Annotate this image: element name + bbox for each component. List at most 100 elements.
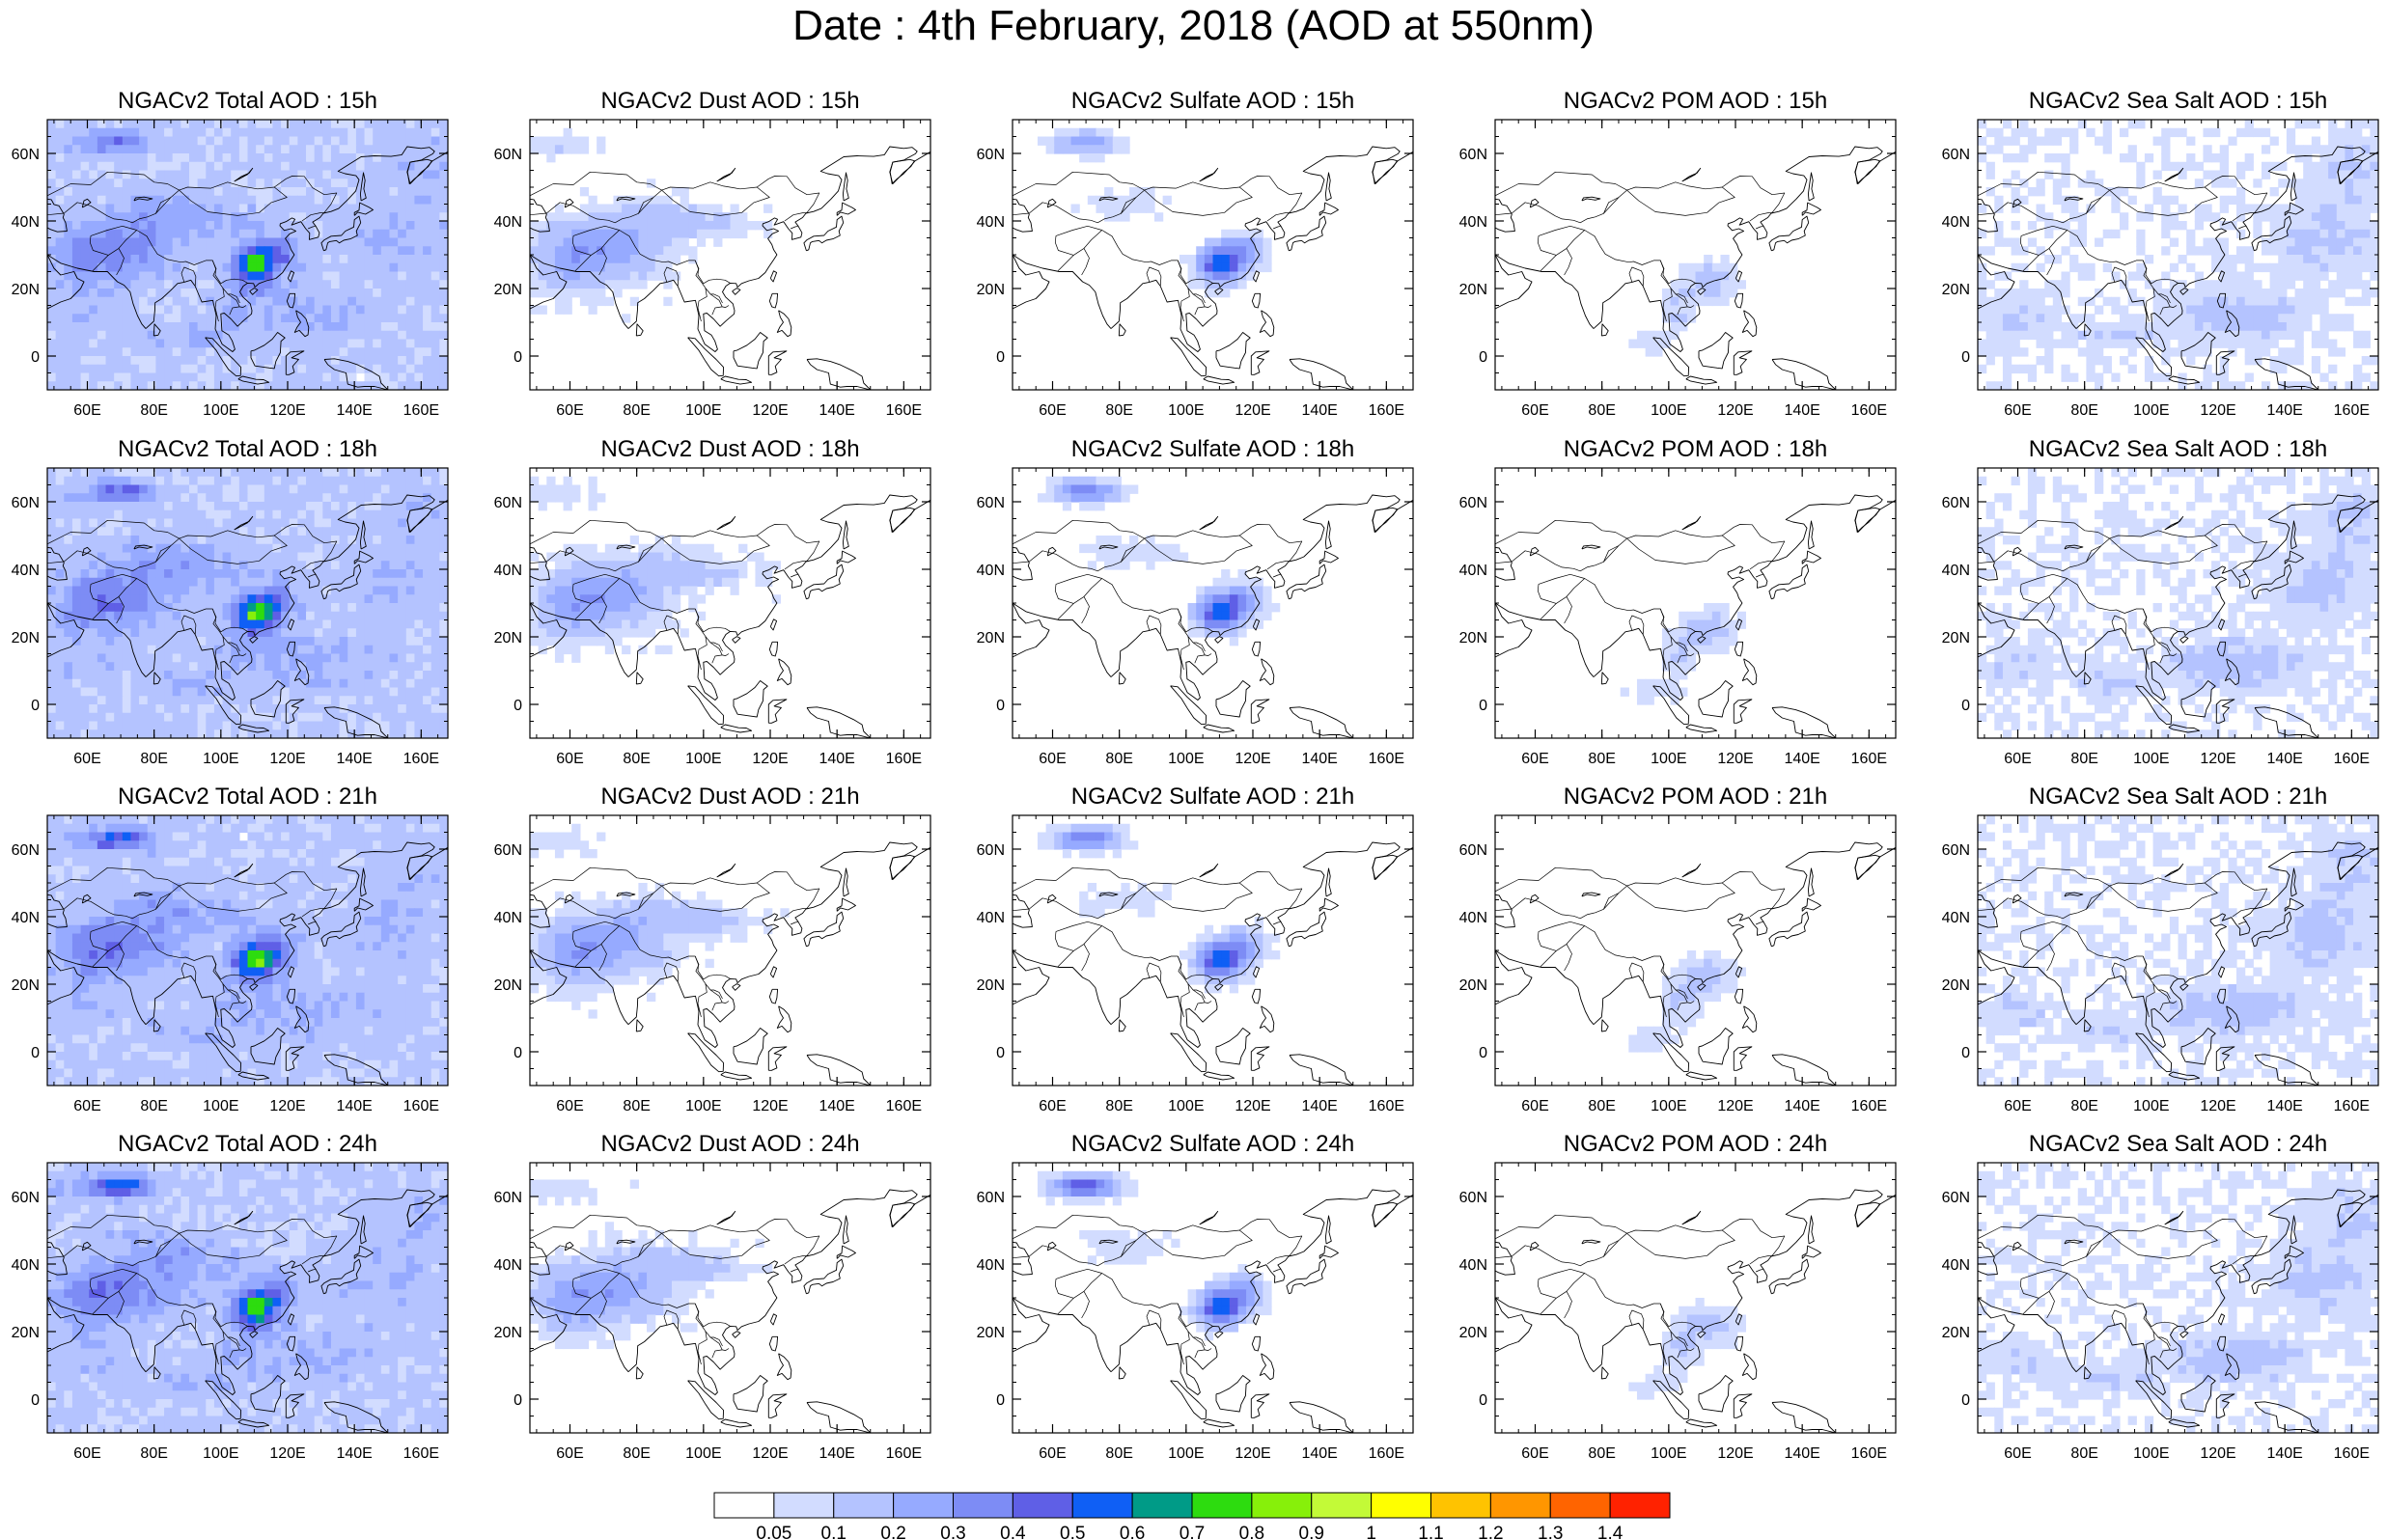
lon-tick-label: 120E	[1717, 751, 1753, 767]
lat-tick-label: 60N	[977, 1190, 1005, 1206]
lat-tick-label: 60N	[1459, 842, 1487, 859]
panel-title: NGACv2 Total AOD : 15h	[118, 88, 377, 114]
lon-tick-label: 80E	[2070, 1098, 2097, 1114]
lon-tick-label: 60E	[2004, 1098, 2031, 1114]
lat-tick-label: 20N	[494, 1325, 522, 1341]
colorbar-swatch	[1609, 1492, 1671, 1519]
lon-tick-label: 100E	[1651, 402, 1686, 419]
lat-tick-label: 60N	[977, 842, 1005, 859]
lat-tick-label: 60N	[1459, 1190, 1487, 1206]
lon-tick-label: 100E	[2133, 1445, 2169, 1462]
lon-tick-label: 160E	[1369, 1445, 1404, 1462]
panel-title: NGACv2 Sea Salt AOD : 18h	[2029, 436, 2327, 462]
map-panel-total-24h: NGACv2 Total AOD : 24h 60E 80E 100E 120E 140E…	[12, 1131, 449, 1462]
panel-title: NGACv2 Dust AOD : 24h	[600, 1131, 859, 1157]
map-panel-dust-15h: NGACv2 Dust AOD : 15h 60E 80E 100E 120E 140E 1…	[494, 88, 931, 419]
lat-tick-label: 20N	[1942, 1325, 1970, 1341]
lon-tick-label: 120E	[752, 402, 788, 419]
map-panel-pom-18h: NGACv2 POM AOD : 18h 60E 80E 100E 120E 140E 16…	[1459, 436, 1897, 767]
map-panel-total-18h: NGACv2 Total AOD : 18h 60E 80E 100E 120E 140E…	[12, 436, 449, 767]
aod-field	[1013, 1170, 1413, 1433]
lat-tick-label: 40N	[1942, 1257, 1970, 1274]
colorbar-tick-label: 0.6	[1120, 1524, 1145, 1540]
lon-tick-label: 120E	[1717, 1098, 1753, 1114]
colorbar-tick-label: 1.3	[1538, 1524, 1563, 1540]
lon-tick-label: 140E	[819, 1445, 854, 1462]
lon-tick-label: 160E	[1851, 1098, 1887, 1114]
lat-tick-label: 0	[1479, 698, 1487, 714]
country-borders	[1978, 519, 2268, 671]
country-borders	[47, 866, 338, 1018]
lat-tick-label: 20N	[12, 977, 40, 994]
lon-tick-label: 100E	[2133, 1098, 2169, 1114]
map-panel-dust-18h: NGACv2 Dust AOD : 18h 60E 80E 100E 120E 140E 1…	[494, 436, 931, 767]
lat-tick-label: 60N	[1459, 147, 1487, 163]
lon-tick-label: 120E	[1235, 751, 1270, 767]
map-panel-dust-24h: NGACv2 Dust AOD : 24h 60E 80E 100E 120E 140E 1…	[494, 1131, 931, 1462]
lon-tick-label: 60E	[2004, 1445, 2031, 1462]
coastlines	[47, 494, 448, 738]
colorbar-swatch	[1371, 1492, 1431, 1519]
lon-tick-label: 160E	[2334, 1098, 2370, 1114]
coastlines	[1495, 1189, 1896, 1433]
colorbar-swatch	[773, 1492, 835, 1519]
lon-tick-label: 140E	[1301, 1445, 1337, 1462]
lon-tick-label: 60E	[1039, 1445, 1066, 1462]
lon-tick-label: 80E	[1105, 402, 1132, 419]
map-panel-seasalt-24h: NGACv2 Sea Salt AOD : 24h 60E 80E 100E 120E 1…	[1942, 1131, 2379, 1462]
panel-title: NGACv2 Sulfate AOD : 18h	[1071, 436, 1354, 462]
lat-tick-label: 20N	[977, 1325, 1005, 1341]
lat-tick-label: 20N	[977, 630, 1005, 646]
lon-tick-label: 60E	[73, 1445, 100, 1462]
lon-tick-label: 120E	[1717, 402, 1753, 419]
lon-tick-label: 80E	[1588, 402, 1615, 419]
map-panel-sulfate-21h: NGACv2 Sulfate AOD : 21h 60E 80E 100E 120E 14…	[977, 784, 1414, 1114]
lon-tick-label: 60E	[556, 1445, 583, 1462]
lon-tick-label: 60E	[556, 402, 583, 419]
panel-title: NGACv2 POM AOD : 18h	[1564, 436, 1827, 462]
colorbar-swatch	[1012, 1492, 1073, 1519]
coastlines	[1495, 494, 1896, 738]
lon-tick-label: 100E	[1168, 751, 1204, 767]
colorbar-swatch	[713, 1492, 775, 1519]
colorbar-swatch	[953, 1492, 1013, 1519]
lon-tick-label: 120E	[752, 1098, 788, 1114]
lat-tick-label: 40N	[494, 563, 522, 579]
colorbar-swatch	[1430, 1492, 1491, 1519]
lon-tick-label: 60E	[73, 1098, 100, 1114]
lon-tick-label: 100E	[2133, 402, 2169, 419]
colorbar-swatch	[1071, 1492, 1133, 1519]
lon-tick-label: 140E	[1784, 1445, 1819, 1462]
lon-tick-label: 100E	[1651, 1445, 1686, 1462]
lat-tick-label: 20N	[494, 630, 522, 646]
lon-tick-label: 140E	[1301, 402, 1337, 419]
lon-tick-label: 60E	[556, 751, 583, 767]
lon-tick-label: 160E	[1851, 1445, 1887, 1462]
lat-tick-label: 0	[31, 1392, 40, 1409]
lat-tick-label: 60N	[494, 495, 522, 511]
country-borders	[47, 1214, 338, 1365]
aod-field	[1978, 468, 2378, 738]
country-borders	[1978, 171, 2268, 322]
lon-tick-label: 160E	[403, 751, 439, 767]
lat-tick-label: 20N	[12, 1325, 40, 1341]
map-panel-pom-15h: NGACv2 POM AOD : 15h 60E 80E 100E 120E 140E 16…	[1459, 88, 1897, 419]
lon-tick-label: 80E	[1105, 751, 1132, 767]
lat-tick-label: 60N	[1942, 842, 1970, 859]
colorbar-tick-label: 0.9	[1299, 1524, 1324, 1540]
lat-tick-label: 20N	[1942, 282, 1970, 298]
country-borders	[1495, 866, 1786, 1018]
aod-field	[47, 815, 448, 1086]
lat-tick-label: 40N	[977, 214, 1005, 231]
figure-title: Date : 4th February, 2018 (AOD at 550nm)	[792, 2, 1595, 49]
panel-title: NGACv2 Dust AOD : 21h	[600, 784, 859, 810]
colorbar-swatch	[1251, 1492, 1313, 1519]
lat-tick-label: 0	[31, 349, 40, 366]
aod-field	[1013, 476, 1413, 738]
lon-tick-label: 120E	[269, 402, 305, 419]
colorbar-swatch	[1311, 1492, 1373, 1519]
map-panel-dust-21h: NGACv2 Dust AOD : 21h 60E 80E 100E 120E 140E 1…	[494, 784, 931, 1114]
lon-tick-label: 60E	[1039, 1098, 1066, 1114]
colorbar-tick-label: 0.8	[1239, 1524, 1264, 1540]
lat-tick-label: 60N	[977, 495, 1005, 511]
